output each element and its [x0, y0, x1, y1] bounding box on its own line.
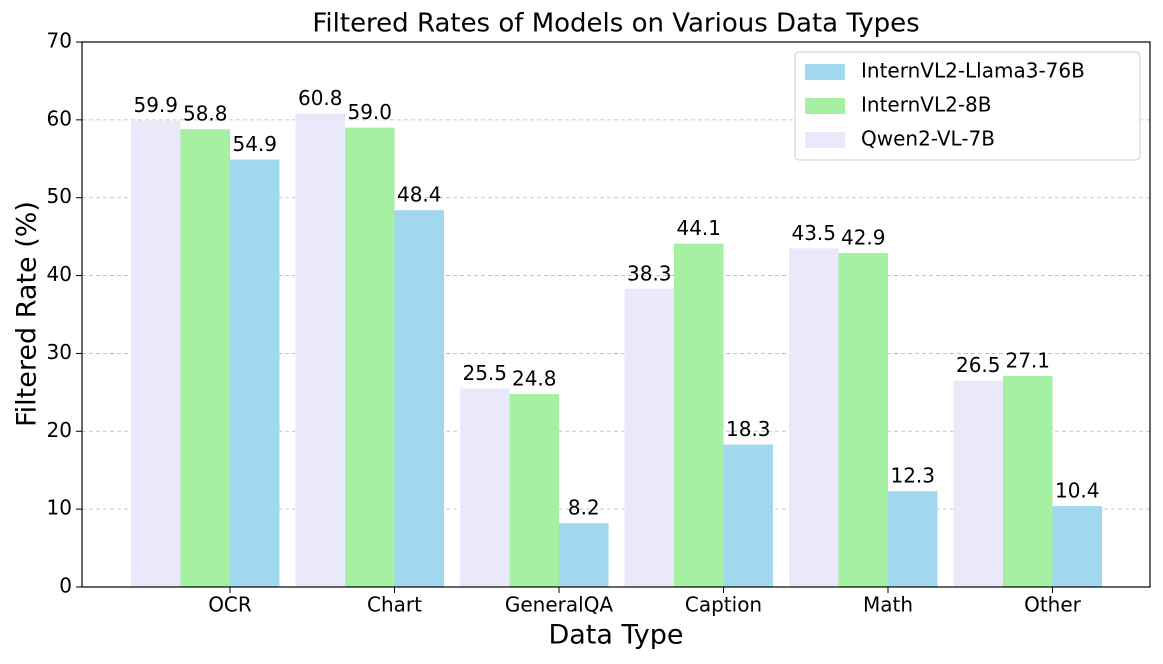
- chart-title: Filtered Rates of Models on Various Data…: [312, 9, 919, 39]
- y-tick-label: 50: [47, 184, 72, 208]
- bar: [509, 393, 559, 587]
- bar: [295, 113, 345, 587]
- bar: [953, 380, 1003, 587]
- value-label: 24.8: [512, 366, 557, 390]
- y-tick-label: 40: [47, 262, 72, 286]
- x-tick-label: OCR: [208, 593, 252, 617]
- value-label: 8.2: [568, 496, 600, 520]
- bar: [789, 248, 839, 588]
- bar: [394, 210, 444, 587]
- x-tick-label: Caption: [685, 593, 762, 617]
- y-tick-label: 0: [59, 574, 72, 598]
- axes-frame: [81, 41, 1151, 588]
- value-label: 25.5: [462, 361, 507, 385]
- legend-swatch: [805, 132, 845, 148]
- bar: [345, 127, 395, 588]
- bar: [460, 388, 510, 587]
- plot-area: 0 10 20 30 40 50 60 70 OCR Chart GeneralQA Caption M…: [47, 29, 1151, 617]
- value-label: 12.3: [890, 464, 935, 488]
- x-axis-label: Data Type: [548, 620, 683, 651]
- value-label: 44.1: [676, 216, 721, 240]
- bar: [624, 288, 674, 587]
- legend-label: Qwen2-VL-7B: [861, 127, 995, 151]
- bar: [1003, 376, 1053, 587]
- y-tick-label: 30: [47, 340, 72, 364]
- y-tick-label: 10: [47, 496, 72, 520]
- legend-label: InternVL2-Llama3-76B: [861, 59, 1085, 83]
- value-label: 10.4: [1055, 479, 1100, 503]
- bar: [838, 252, 888, 587]
- bar: [559, 523, 609, 587]
- legend-swatch: [805, 64, 845, 80]
- value-label: 43.5: [791, 221, 836, 245]
- legend-label: InternVL2-8B: [861, 93, 991, 117]
- legend-frame: [794, 51, 1141, 161]
- bar: [131, 120, 181, 587]
- legend-swatch: [805, 98, 845, 114]
- legend: InternVL2-Llama3-76B InternVL2-8B Qwen2-VL…: [794, 51, 1141, 161]
- bar: [888, 491, 938, 587]
- value-label: 48.4: [397, 183, 442, 207]
- value-label: 38.3: [627, 261, 672, 285]
- value-label: 59.0: [347, 100, 392, 124]
- bar: [180, 129, 230, 587]
- value-label: 60.8: [298, 86, 343, 110]
- bar: [674, 243, 724, 587]
- value-label: 54.9: [232, 132, 277, 156]
- x-tick-label: Chart: [367, 593, 422, 617]
- x-tick-label: Other: [1024, 593, 1082, 617]
- value-label: 27.1: [1005, 349, 1050, 373]
- value-label: 42.9: [841, 225, 886, 249]
- y-axis-label: Filtered Rate (%): [12, 201, 43, 427]
- y-tick-label: 60: [47, 106, 72, 130]
- value-label: 18.3: [726, 417, 771, 441]
- bar: [1052, 506, 1102, 587]
- value-label: 26.5: [956, 353, 1001, 377]
- value-label: 58.8: [183, 102, 228, 126]
- bar: [230, 159, 280, 588]
- bar: [723, 444, 773, 587]
- x-tick-label: GeneralQA: [505, 593, 614, 617]
- x-tick-label: Math: [863, 593, 913, 617]
- y-tick-label: 20: [47, 418, 72, 442]
- value-label: 59.9: [133, 93, 178, 117]
- y-tick-label: 70: [47, 29, 72, 53]
